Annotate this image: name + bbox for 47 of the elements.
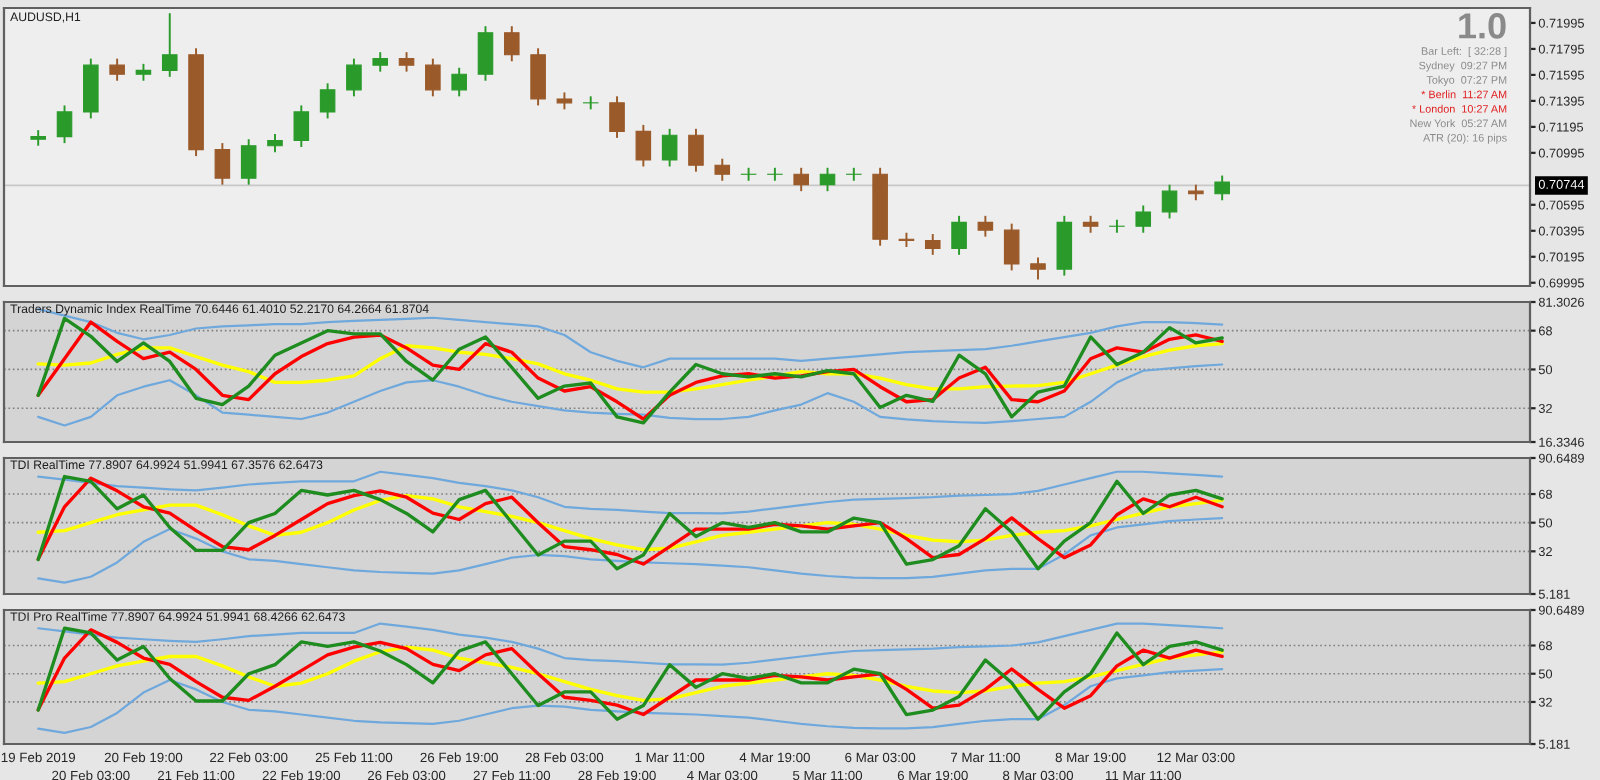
candlestick [714,157,731,182]
candlestick [109,57,125,82]
line-series [37,668,1224,734]
candlestick [530,47,546,107]
candlestick [503,25,520,63]
candlestick [477,25,494,82]
line-series [36,645,1224,703]
line-series [37,470,1224,515]
candlestick [582,95,599,111]
candlestick [240,138,257,186]
candlestick [214,142,231,186]
candlestick [293,104,310,148]
candlestick [951,214,967,256]
candlestick [267,133,283,154]
candlestick [1135,204,1152,234]
candlestick [1030,256,1046,281]
candlestick [1003,222,1020,272]
candlestick [793,166,809,193]
candlestick [924,233,941,256]
candlestick [819,166,836,193]
candlestick [372,51,389,73]
candlestick [688,127,704,173]
line-series [37,622,1224,666]
line-series [36,341,1224,394]
candlestick [398,51,415,73]
candlestick [83,57,99,120]
annotation: 1.0 [1459,13,1506,39]
line-series [37,516,1224,584]
candlestick [319,82,336,120]
line-series [36,493,1224,552]
candlestick [846,166,862,182]
candlestick [609,95,625,139]
candlestick [1109,218,1125,234]
candlestick [346,57,362,98]
candlestick [767,166,783,182]
candlestick [56,104,73,145]
candlestick [1161,183,1178,220]
candlestick [977,214,994,238]
candlestick [635,123,652,168]
candlestick [161,12,178,78]
candlestick [740,166,757,182]
candlestick [1214,174,1230,202]
candlestick [425,57,441,98]
candlestick [661,127,678,168]
candlestick [1056,214,1073,277]
line-series [37,363,1224,427]
candlestick [451,66,467,98]
